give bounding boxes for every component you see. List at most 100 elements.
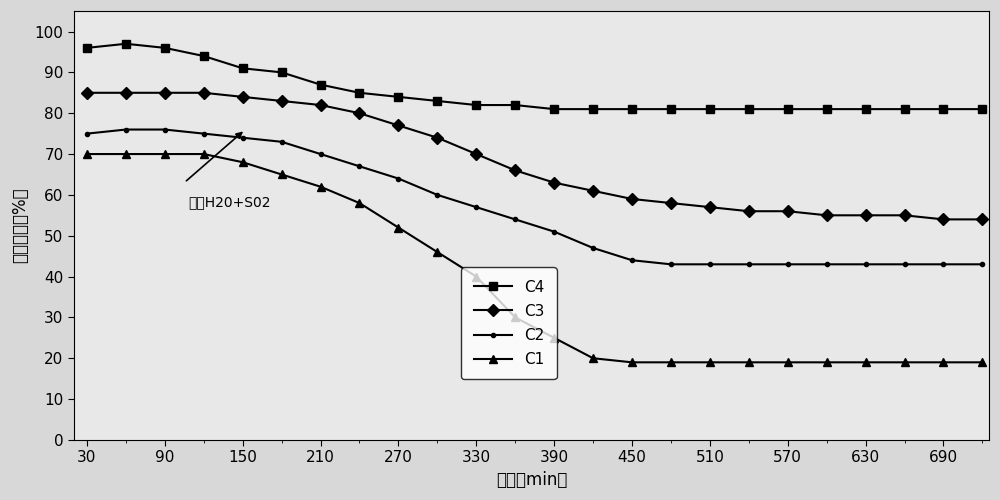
C3 — [821, 212, 833, 218]
C3 — [587, 188, 599, 194]
C4 — [159, 45, 171, 51]
C3 — [509, 168, 521, 173]
C2 — [81, 130, 93, 136]
C3 — [976, 216, 988, 222]
C3 — [237, 94, 249, 100]
C2 — [431, 192, 443, 198]
C1 — [159, 151, 171, 157]
C1 — [587, 355, 599, 361]
C4 — [665, 106, 677, 112]
C4 — [276, 70, 288, 75]
C1 — [782, 360, 794, 366]
C4 — [237, 66, 249, 71]
C4 — [548, 106, 560, 112]
C4 — [743, 106, 755, 112]
C2 — [665, 262, 677, 268]
Y-axis label: 脱础效率（%）: 脱础效率（%） — [11, 188, 29, 264]
Legend: C4, C3, C2, C1: C4, C3, C2, C1 — [461, 268, 557, 380]
C4 — [120, 41, 132, 47]
C2 — [743, 262, 755, 268]
C4 — [860, 106, 872, 112]
Text: 通入H20+S02: 通入H20+S02 — [188, 195, 271, 209]
C4 — [509, 102, 521, 108]
C2 — [392, 176, 404, 182]
C2 — [315, 151, 327, 157]
C2 — [237, 134, 249, 140]
C1 — [976, 360, 988, 366]
C1 — [470, 274, 482, 280]
C4 — [899, 106, 911, 112]
C1 — [665, 360, 677, 366]
C4 — [626, 106, 638, 112]
C1 — [548, 335, 560, 341]
C3 — [353, 110, 365, 116]
C3 — [431, 134, 443, 140]
C4 — [976, 106, 988, 112]
C1 — [743, 360, 755, 366]
C2 — [159, 126, 171, 132]
C2 — [821, 262, 833, 268]
C1 — [937, 360, 949, 366]
C1 — [431, 249, 443, 255]
C2 — [704, 262, 716, 268]
C3 — [276, 98, 288, 104]
C3 — [198, 90, 210, 96]
C2 — [937, 262, 949, 268]
C4 — [392, 94, 404, 100]
C1 — [81, 151, 93, 157]
C4 — [782, 106, 794, 112]
Line: C3: C3 — [83, 88, 987, 224]
C2 — [899, 262, 911, 268]
C1 — [704, 360, 716, 366]
C3 — [665, 200, 677, 206]
C2 — [198, 130, 210, 136]
C2 — [548, 228, 560, 234]
C3 — [782, 208, 794, 214]
C1 — [392, 224, 404, 230]
C3 — [392, 122, 404, 128]
Line: C2: C2 — [85, 128, 984, 266]
X-axis label: 时间（min）: 时间（min） — [496, 471, 567, 489]
C2 — [860, 262, 872, 268]
C2 — [120, 126, 132, 132]
C1 — [198, 151, 210, 157]
C3 — [937, 216, 949, 222]
C3 — [704, 204, 716, 210]
C3 — [120, 90, 132, 96]
Line: C1: C1 — [83, 150, 987, 366]
C2 — [782, 262, 794, 268]
C3 — [159, 90, 171, 96]
Line: C4: C4 — [83, 40, 987, 114]
C4 — [198, 53, 210, 59]
C2 — [353, 164, 365, 170]
C4 — [587, 106, 599, 112]
C1 — [353, 200, 365, 206]
C3 — [470, 151, 482, 157]
C2 — [976, 262, 988, 268]
C2 — [276, 139, 288, 145]
C4 — [470, 102, 482, 108]
C4 — [315, 82, 327, 87]
C1 — [899, 360, 911, 366]
C1 — [120, 151, 132, 157]
C1 — [276, 172, 288, 177]
C3 — [899, 212, 911, 218]
C2 — [626, 257, 638, 263]
C1 — [821, 360, 833, 366]
C3 — [743, 208, 755, 214]
C1 — [315, 184, 327, 190]
C2 — [470, 204, 482, 210]
C1 — [626, 360, 638, 366]
C3 — [626, 196, 638, 202]
C2 — [509, 216, 521, 222]
C4 — [431, 98, 443, 104]
C4 — [704, 106, 716, 112]
C4 — [821, 106, 833, 112]
C3 — [860, 212, 872, 218]
C1 — [509, 314, 521, 320]
C3 — [81, 90, 93, 96]
C4 — [81, 45, 93, 51]
C3 — [548, 180, 560, 186]
C2 — [587, 245, 599, 251]
C4 — [353, 90, 365, 96]
